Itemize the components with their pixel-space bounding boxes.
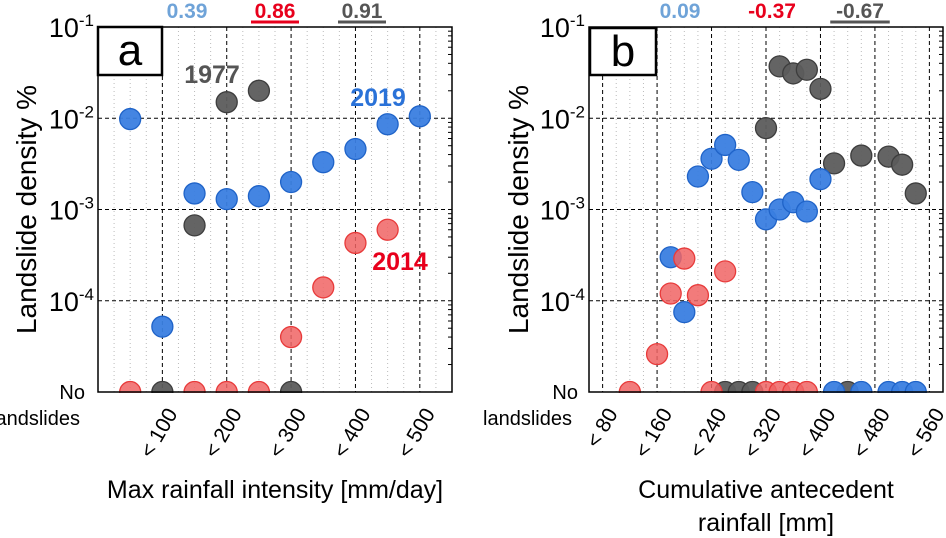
point-2014: [376, 218, 399, 241]
x-axis-title: rainfall [mm]: [698, 509, 834, 537]
x-axis-title: Cumulative antecedent: [638, 476, 894, 504]
point-2014: [645, 342, 669, 366]
point-2019: [686, 165, 710, 188]
point-1977: [822, 152, 846, 175]
x-tick-label: < 480: [848, 404, 894, 462]
plot-frame: [97, 26, 453, 393]
point-2019: [809, 168, 832, 191]
x-tick-label: < 400: [329, 404, 375, 462]
point-2014: [686, 284, 710, 307]
point-1977: [809, 77, 832, 100]
point-2019: [279, 170, 303, 194]
point-2019: [714, 133, 737, 157]
point-2014: [279, 325, 303, 349]
y-axis-title: Landslide density %: [11, 85, 42, 334]
point-2019: [700, 147, 723, 170]
x-tick-label: < 80: [582, 404, 623, 451]
point-2014: [673, 247, 696, 270]
axis-mask: [86, 393, 464, 407]
point-2019: [344, 137, 367, 161]
panel-label-box: [588, 26, 658, 77]
y-tick-label: 10-4: [49, 285, 94, 317]
point-2019: [673, 301, 696, 324]
x-tick-label: < 160: [631, 404, 677, 462]
point-2019: [376, 113, 399, 136]
point-1977: [754, 116, 778, 140]
point-2014: [312, 276, 335, 299]
point-2019: [119, 107, 142, 131]
x-axis-title: Max rainfall intensity [mm/day]: [107, 476, 443, 504]
x-tick-label: < 320: [740, 404, 786, 462]
y-tick-label: 10-3: [49, 194, 94, 226]
series-label-1977: 1977: [184, 61, 240, 89]
x-tick-label: < 500: [393, 404, 439, 462]
panel-a: a 10-1 10-2 10-3 10-4 No landslides < 100 < 200 <…: [0, 0, 464, 504]
no-landslides-label: No: [59, 382, 85, 404]
x-tick-label: < 200: [200, 404, 246, 462]
y-tick-label: 10-4: [540, 285, 585, 317]
no-landslides-label: landslides: [0, 408, 80, 430]
y-tick-label: 10-2: [540, 102, 585, 134]
panel-label: a: [118, 26, 143, 75]
correlation-value: -0.37: [748, 0, 796, 23]
point-1977: [247, 79, 271, 102]
point-2019: [183, 182, 206, 205]
correlation-value: 0.09: [660, 0, 701, 23]
y-tick-label: 10-3: [540, 194, 585, 226]
point-2019: [795, 200, 818, 223]
point-2014: [344, 231, 367, 255]
series-label-2019: 2019: [350, 84, 406, 112]
panel-label: b: [611, 27, 635, 76]
correlation-value: 0.39: [167, 0, 208, 23]
x-tick-label: < 300: [265, 404, 311, 462]
point-1977: [183, 214, 206, 237]
series-label-2014: 2014: [372, 248, 428, 276]
point-2014: [659, 282, 682, 305]
x-tick-label: < 100: [136, 404, 182, 462]
plot-frame: [588, 26, 944, 393]
point-2019: [247, 185, 271, 208]
y-axis-title: Landslide density %: [503, 85, 534, 334]
y-tick-label: 10-1: [540, 11, 585, 43]
point-2019: [215, 187, 238, 211]
no-landslides-label: landslides: [483, 408, 572, 430]
point-1977: [891, 153, 914, 176]
y-tick-label: 10-1: [49, 11, 94, 43]
panel-label-box: [96, 25, 164, 77]
x-tick-label: < 400: [794, 404, 840, 462]
point-1977: [904, 182, 927, 205]
correlation-value: 0.86: [255, 0, 296, 23]
point-1977: [850, 144, 873, 167]
point-2019: [312, 151, 335, 174]
point-1977: [795, 58, 818, 81]
x-tick-label: < 240: [685, 404, 731, 462]
axis-mask: [577, 393, 946, 407]
point-2019: [727, 148, 750, 172]
y-tick-label: 10-2: [49, 102, 94, 134]
point-2019: [151, 315, 174, 338]
x-tick-label: < 560: [903, 404, 946, 462]
point-2014: [714, 260, 737, 283]
correlation-value: -0.67: [836, 0, 884, 23]
correlation-value: 0.91: [342, 0, 383, 23]
point-2019: [408, 105, 431, 128]
no-landslides-label: No: [552, 382, 578, 404]
point-2019: [741, 180, 764, 204]
point-1977: [215, 91, 238, 114]
